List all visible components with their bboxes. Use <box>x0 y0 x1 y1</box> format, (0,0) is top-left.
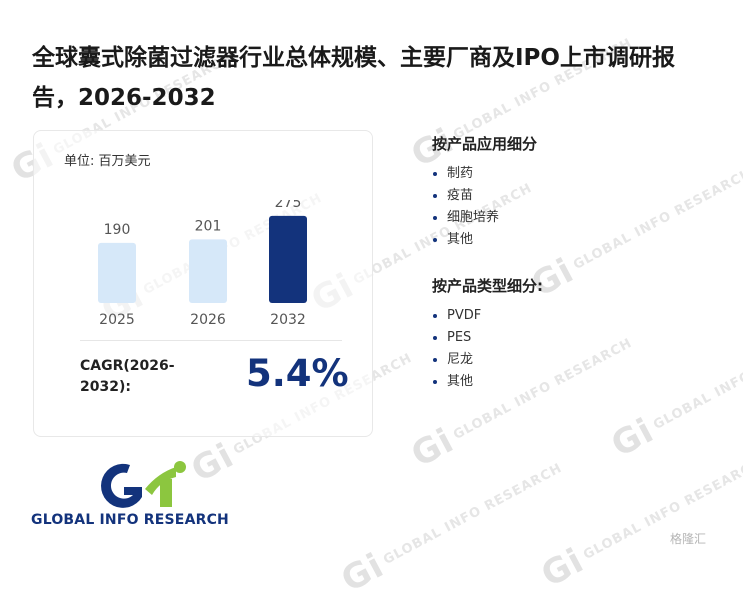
logo-text: GLOBAL INFO RESEARCH <box>31 512 229 528</box>
list-item: PVDF <box>432 305 481 327</box>
watermark: GiGLOBAL INFO RESEARCH <box>524 165 743 306</box>
list-item: 其他 <box>432 229 499 251</box>
watermark: GiGLOBAL INFO RESEARCH <box>334 460 565 600</box>
category-label-2032: 2032 <box>270 312 306 328</box>
gi-logo-icon <box>101 461 186 508</box>
list-item: 尼龙 <box>432 349 481 371</box>
value-label-2026: 201 <box>195 218 222 234</box>
application-list: 制药 疫苗 细胞培养 其他 <box>432 163 499 251</box>
divider <box>80 340 342 341</box>
value-label-2025: 190 <box>104 222 131 238</box>
bar-2032 <box>269 215 307 303</box>
list-item: 细胞培养 <box>432 207 499 229</box>
bar-2025 <box>98 242 136 303</box>
cagr-label: CAGR(2026-2032): <box>80 358 175 395</box>
cagr-value: 5.4% <box>246 352 349 395</box>
watermark: GiGLOBAL INFO RESEARCH <box>534 455 743 596</box>
category-label-2025: 2025 <box>99 312 135 328</box>
list-item: 制药 <box>432 163 499 185</box>
list-item: 其他 <box>432 371 481 393</box>
type-section-title: 按产品类型细分: <box>432 277 543 295</box>
watermark: GiGLOBAL INFO RESEARCH <box>604 326 743 466</box>
market-size-bar-chart: 190 2025 201 2026 275 2032 <box>98 200 307 328</box>
application-section-title: 按产品应用细分 <box>432 135 538 153</box>
page-title: 全球囊式除菌过滤器行业总体规模、主要厂商及IPO上市调研报告，2026-2032 <box>32 45 675 111</box>
value-label-2032: 275 <box>275 200 302 211</box>
unit-label: 单位: 百万美元 <box>64 154 151 169</box>
list-item: 疫苗 <box>432 185 499 207</box>
type-list: PVDF PES 尼龙 其他 <box>432 305 481 393</box>
category-label-2026: 2026 <box>190 312 226 328</box>
corner-badge: 格隆汇 <box>670 532 707 546</box>
list-item: PES <box>432 327 481 349</box>
bar-2026 <box>189 239 227 303</box>
